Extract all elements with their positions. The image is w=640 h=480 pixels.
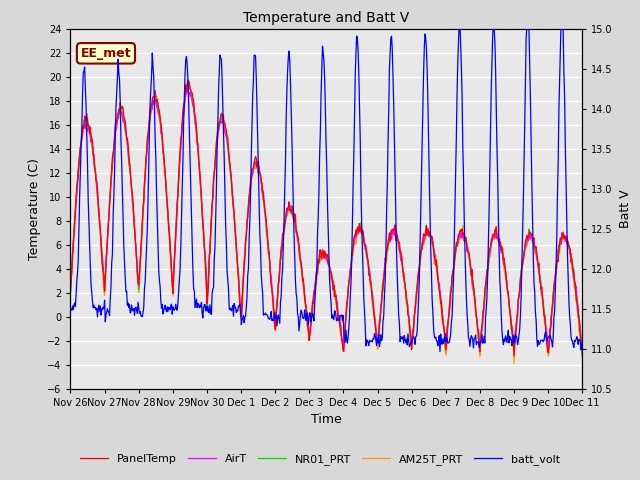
batt_volt xyxy=(403,342,411,348)
AM25T_PRT xyxy=(67,290,74,296)
AirT xyxy=(129,197,136,203)
PanelTemp xyxy=(67,285,74,290)
Line: PanelTemp: PanelTemp xyxy=(70,80,582,356)
NR01_PRT xyxy=(129,192,136,197)
PanelTemp xyxy=(129,191,136,196)
Text: EE_met: EE_met xyxy=(81,47,131,60)
PanelTemp xyxy=(76,152,83,157)
PanelTemp xyxy=(208,203,216,208)
batt_volt xyxy=(558,0,566,6)
NR01_PRT xyxy=(180,101,188,107)
AM25T_PRT xyxy=(579,357,586,363)
AirT xyxy=(389,231,397,237)
AM25T_PRT xyxy=(185,80,193,86)
Line: NR01_PRT: NR01_PRT xyxy=(70,80,582,356)
PanelTemp xyxy=(389,228,397,234)
AM25T_PRT xyxy=(389,229,397,235)
Line: AirT: AirT xyxy=(70,86,582,354)
NR01_PRT xyxy=(185,77,193,83)
AirT xyxy=(76,156,83,162)
NR01_PRT xyxy=(76,154,83,159)
PanelTemp xyxy=(180,100,188,106)
batt_volt xyxy=(388,47,396,53)
Line: batt_volt: batt_volt xyxy=(70,3,582,351)
X-axis label: Time: Time xyxy=(311,413,342,426)
AirT xyxy=(208,205,216,211)
AirT xyxy=(180,105,188,111)
batt_volt xyxy=(207,312,215,317)
batt_volt xyxy=(67,305,74,311)
batt_volt xyxy=(76,194,83,200)
Y-axis label: Temperature (C): Temperature (C) xyxy=(28,158,42,260)
NR01_PRT xyxy=(579,353,586,359)
AM25T_PRT xyxy=(180,103,188,109)
AirT xyxy=(404,310,412,315)
AM25T_PRT xyxy=(76,161,83,167)
batt_volt xyxy=(180,94,188,100)
AirT xyxy=(184,84,192,89)
Y-axis label: Batt V: Batt V xyxy=(619,190,632,228)
AM25T_PRT xyxy=(510,360,518,366)
batt_volt xyxy=(579,338,586,344)
PanelTemp xyxy=(184,77,192,83)
AM25T_PRT xyxy=(404,307,412,313)
PanelTemp xyxy=(404,312,412,318)
AirT xyxy=(579,351,586,357)
AM25T_PRT xyxy=(129,197,136,203)
PanelTemp xyxy=(510,353,518,359)
NR01_PRT xyxy=(404,301,412,307)
Line: AM25T_PRT: AM25T_PRT xyxy=(70,83,582,363)
batt_volt xyxy=(129,307,136,313)
Legend: PanelTemp, AirT, NR01_PRT, AM25T_PRT, batt_volt: PanelTemp, AirT, NR01_PRT, AM25T_PRT, ba… xyxy=(76,450,564,469)
Title: Temperature and Batt V: Temperature and Batt V xyxy=(243,11,410,25)
NR01_PRT xyxy=(208,200,216,205)
AM25T_PRT xyxy=(208,206,216,212)
AirT xyxy=(67,291,74,297)
NR01_PRT xyxy=(389,228,397,233)
batt_volt xyxy=(436,348,444,354)
NR01_PRT xyxy=(67,294,74,300)
PanelTemp xyxy=(579,348,586,354)
